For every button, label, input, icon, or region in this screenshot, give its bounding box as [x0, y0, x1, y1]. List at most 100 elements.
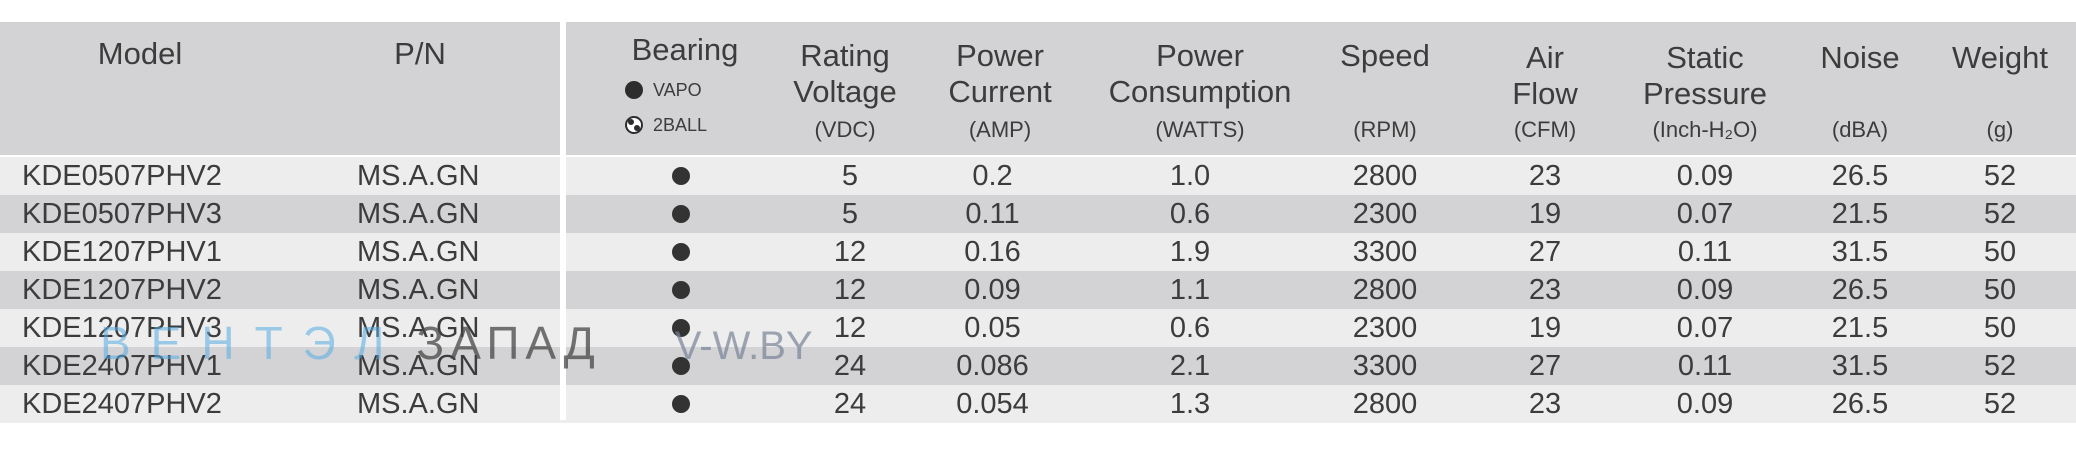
header-model: Model	[40, 22, 240, 155]
cell-weight: 52	[1983, 198, 2017, 230]
cell-airflow: 27	[1528, 350, 1562, 382]
cell-current: 0.11	[965, 198, 1020, 230]
vapo-bearing-icon	[672, 167, 690, 185]
vapo-bearing-icon	[672, 319, 690, 337]
header-voltage-line2: Voltage	[793, 74, 897, 109]
vapo-bearing-icon	[672, 281, 690, 299]
vapo-bearing-icon	[625, 81, 643, 99]
ball-bearing-icon	[625, 116, 643, 134]
watermark-part2: ЗАПАД	[416, 317, 601, 369]
cell-current: 0.09	[964, 274, 1021, 306]
header-pressure-unit: (Inch-H₂O)	[1652, 117, 1758, 142]
vapo-bearing-icon	[672, 243, 690, 261]
cell-weight: 50	[1983, 236, 2017, 268]
header-weight-unit: (g)	[1986, 117, 2014, 142]
cell-airflow: 27	[1528, 236, 1562, 268]
cell-weight: 52	[1983, 388, 2017, 420]
header-current: Power Current (AMP)	[930, 22, 1070, 155]
cell-pn: MS.A.GN	[357, 160, 480, 192]
cell-voltage: 12	[833, 236, 867, 268]
cell-model: KDE1207PHV2	[22, 274, 222, 306]
legend-vapo: VAPO	[625, 79, 702, 101]
header-pressure: Static Pressure (Inch-H₂O)	[1620, 22, 1790, 155]
header-current-line1: Power	[956, 38, 1044, 73]
cell-pressure: 0.09	[1676, 388, 1734, 420]
header-airflow-line1: Air	[1526, 40, 1564, 75]
cell-voltage: 24	[833, 388, 867, 420]
watermark-part3: V-W.BY	[674, 324, 813, 368]
header-current-line2: Current	[948, 74, 1052, 109]
legend-2ball-label: 2BALL	[653, 115, 708, 135]
cell-weight: 52	[1983, 160, 2017, 192]
header-weight-line1: Weight	[1952, 40, 2048, 75]
legend-vapo-label: VAPO	[653, 80, 702, 100]
header-speed-unit: (RPM)	[1353, 117, 1417, 142]
cell-speed: 2300	[1352, 198, 1418, 230]
cell-pressure: 0.09	[1676, 160, 1734, 192]
header-airflow-line2: Flow	[1512, 76, 1578, 111]
watermark: ВЕНТЭЛ ЗАПАД V-W.BY	[100, 318, 813, 371]
cell-power: 1.3	[1169, 388, 1211, 420]
cell-noise: 31.5	[1831, 236, 1889, 268]
header-consumption: Power Consumption (WATTS)	[1090, 22, 1310, 155]
table-row: KDE2407PHV1 MS.A.GN 24 0.086 2.1 3300 27…	[0, 347, 2076, 385]
cell-voltage: 12	[833, 274, 867, 306]
cell-weight: 50	[1983, 312, 2017, 344]
cell-voltage: 12	[833, 312, 867, 344]
cell-pn: MS.A.GN	[357, 198, 480, 230]
table-row: KDE0507PHV3 MS.A.GN 5 0.11 0.6 2300 19 0…	[0, 195, 2076, 233]
cell-weight: 52	[1983, 350, 2017, 382]
cell-power: 0.6	[1169, 312, 1211, 344]
header-pressure-line2: Pressure	[1642, 76, 1768, 111]
cell-current: 0.16	[964, 236, 1021, 268]
table-row: KDE2407PHV2 MS.A.GN 24 0.054 1.3 2800 23…	[0, 385, 2076, 423]
cell-model: KDE1207PHV3	[22, 312, 222, 344]
cell-model: KDE0507PHV2	[22, 160, 222, 192]
cell-speed: 2300	[1352, 312, 1418, 344]
cell-pressure: 0.11	[1677, 350, 1733, 382]
cell-pn: MS.A.GN	[357, 274, 480, 306]
table-row: KDE1207PHV1 MS.A.GN 12 0.16 1.9 3300 27 …	[0, 233, 2076, 271]
header-noise: Noise (dBA)	[1800, 22, 1920, 155]
cell-pn: MS.A.GN	[357, 236, 480, 268]
cell-model: KDE0507PHV3	[22, 198, 222, 230]
header-consumption-unit: (WATTS)	[1155, 117, 1245, 142]
header-voltage-unit: (VDC)	[814, 117, 876, 142]
cell-power: 1.9	[1169, 236, 1211, 268]
cell-airflow: 19	[1528, 198, 1562, 230]
cell-noise: 31.5	[1831, 350, 1889, 382]
header-voltage-line1: Rating	[800, 38, 890, 73]
header-speed: Speed (RPM)	[1320, 22, 1450, 155]
cell-power: 0.6	[1169, 198, 1211, 230]
vapo-bearing-icon	[672, 357, 690, 375]
cell-current: 0.054	[956, 388, 1029, 420]
header-model-label: Model	[97, 36, 183, 71]
cell-speed: 3300	[1352, 350, 1418, 382]
cell-noise: 26.5	[1831, 388, 1889, 420]
header-voltage: Rating Voltage (VDC)	[775, 22, 915, 155]
vapo-bearing-icon	[672, 395, 690, 413]
header-consumption-line1: Power	[1156, 38, 1244, 73]
header-bearing: Bearing	[605, 22, 765, 155]
cell-model: KDE2407PHV2	[22, 388, 222, 420]
header-bearing-label: Bearing	[631, 32, 739, 67]
table-row: KDE1207PHV3 MS.A.GN 12 0.05 0.6 2300 19 …	[0, 309, 2076, 347]
table-row: KDE1207PHV2 MS.A.GN 12 0.09 1.1 2800 23 …	[0, 271, 2076, 309]
cell-voltage: 24	[833, 350, 867, 382]
cell-noise: 26.5	[1831, 274, 1889, 306]
cell-airflow: 23	[1528, 388, 1562, 420]
cell-power: 1.0	[1169, 160, 1211, 192]
header-weight: Weight (g)	[1930, 22, 2070, 155]
cell-pressure: 0.11	[1677, 236, 1733, 268]
cell-airflow: 23	[1528, 274, 1562, 306]
header-pressure-line1: Static	[1666, 40, 1744, 75]
header-noise-line1: Noise	[1820, 40, 1900, 75]
cell-noise: 21.5	[1831, 312, 1889, 344]
header-pn: P/N	[320, 22, 520, 155]
cell-current: 0.2	[972, 160, 1013, 192]
legend-2ball: 2BALL	[625, 114, 707, 136]
header-current-unit: (AMP)	[968, 117, 1032, 142]
header-pn-label: P/N	[394, 36, 446, 71]
header-consumption-line2: Consumption	[1108, 74, 1292, 109]
cell-voltage: 5	[841, 160, 859, 192]
